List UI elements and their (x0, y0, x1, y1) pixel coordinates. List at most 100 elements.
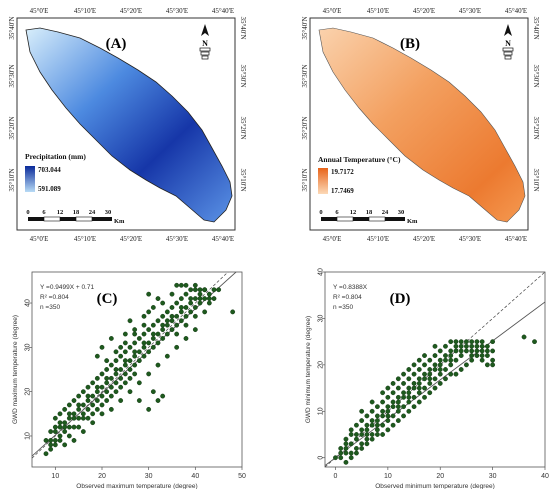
data-point (48, 442, 54, 448)
map-b-bottom-coord: 45°10'E (367, 235, 389, 243)
map-b-top-coord: 45°40'E (505, 7, 527, 15)
data-point (76, 402, 82, 408)
data-point (464, 362, 469, 368)
data-point (164, 353, 170, 359)
data-point (108, 375, 114, 381)
data-point (178, 296, 184, 301)
data-point (395, 404, 401, 410)
data-point (146, 406, 152, 412)
data-point (150, 322, 156, 328)
data-point (48, 429, 54, 434)
data-point (354, 450, 359, 456)
data-point (464, 348, 469, 354)
data-point (127, 318, 133, 324)
y-tick-label: 40 (318, 268, 325, 276)
data-point (155, 318, 161, 324)
r-squared: R² =0.804 (333, 294, 362, 301)
x-tick-label: 40 (541, 473, 549, 480)
data-point (80, 402, 86, 408)
data-point (364, 427, 370, 433)
regression-equation: Y =0.8388X (333, 284, 368, 291)
data-point (57, 420, 63, 426)
data-point (216, 287, 222, 293)
y-axis-label: GWD maximum temperature (degree) (12, 315, 19, 424)
map-a-left-coord: 35°10'N (8, 168, 16, 191)
data-point (437, 367, 443, 372)
data-point (374, 404, 380, 410)
data-point (164, 318, 170, 324)
data-point (448, 348, 454, 354)
data-point (469, 343, 475, 349)
data-point (85, 415, 91, 421)
data-point (354, 446, 359, 451)
scatter-panel-d: 0 10 20 30 40 0 10 20 30 40 Observed minimum tempe… (305, 268, 549, 489)
data-point (141, 331, 147, 337)
data-point (401, 381, 406, 386)
map-a-label: (A) (106, 36, 127, 52)
data-point (127, 389, 133, 395)
data-point (197, 296, 203, 301)
scale-tick-label: 18 (73, 209, 80, 216)
data-point (406, 394, 412, 400)
data-point (62, 424, 68, 430)
data-point (458, 348, 464, 354)
data-point (99, 384, 105, 390)
data-point (57, 411, 63, 417)
map-a-right-coord: 35°30'N (239, 64, 247, 87)
map-b-region (318, 27, 526, 223)
map-a-top-coord: 45°20'E (120, 7, 142, 15)
data-point (448, 357, 454, 363)
data-point (411, 394, 417, 400)
data-point (62, 406, 68, 412)
data-point (197, 291, 203, 297)
data-point (380, 413, 386, 419)
data-point (57, 433, 63, 439)
data-point (85, 398, 91, 403)
data-point (52, 442, 58, 448)
data-point (369, 432, 375, 437)
data-point (448, 362, 454, 368)
data-point (71, 398, 77, 403)
data-point (364, 413, 370, 419)
data-point (146, 327, 152, 333)
data-point (490, 339, 496, 345)
map-a-top-coord: 45°10'E (74, 7, 96, 15)
data-point (374, 427, 380, 433)
data-point (432, 353, 438, 358)
data-point (395, 408, 401, 414)
data-point (484, 343, 490, 349)
data-point (464, 339, 469, 345)
data-point (474, 343, 480, 349)
data-point (132, 340, 138, 346)
map-a-right-coord: 35°40'N (239, 16, 247, 39)
data-point (136, 380, 142, 386)
data-point (369, 418, 375, 423)
data-point (94, 384, 100, 390)
y-tick-label: 10 (25, 432, 32, 440)
data-point (48, 446, 54, 452)
data-point (338, 446, 344, 451)
data-point (458, 367, 464, 372)
map-b-right-coord: 35°20'N (532, 116, 540, 139)
data-point (416, 399, 422, 405)
data-point (359, 427, 365, 433)
data-point (94, 398, 100, 403)
data-point (52, 438, 58, 443)
x-tick-label: 30 (145, 473, 153, 480)
data-point (90, 380, 96, 386)
data-point (80, 389, 86, 395)
data-point (369, 422, 375, 428)
map-b-legend-bar (318, 168, 328, 194)
data-point (432, 385, 438, 391)
data-point (104, 375, 110, 381)
data-point (85, 384, 91, 390)
map-b-coordinates: 45°0'E 45°10'E 45°20'E 45°30'E 45°40'E 45°0'E… (301, 7, 540, 243)
data-point (343, 450, 349, 456)
data-point (113, 389, 119, 395)
map-a-bottom-coord: 45°10'E (74, 235, 96, 243)
data-point (169, 318, 175, 324)
data-point (390, 381, 396, 386)
map-b-legend-max: 19.7172 (331, 168, 354, 176)
